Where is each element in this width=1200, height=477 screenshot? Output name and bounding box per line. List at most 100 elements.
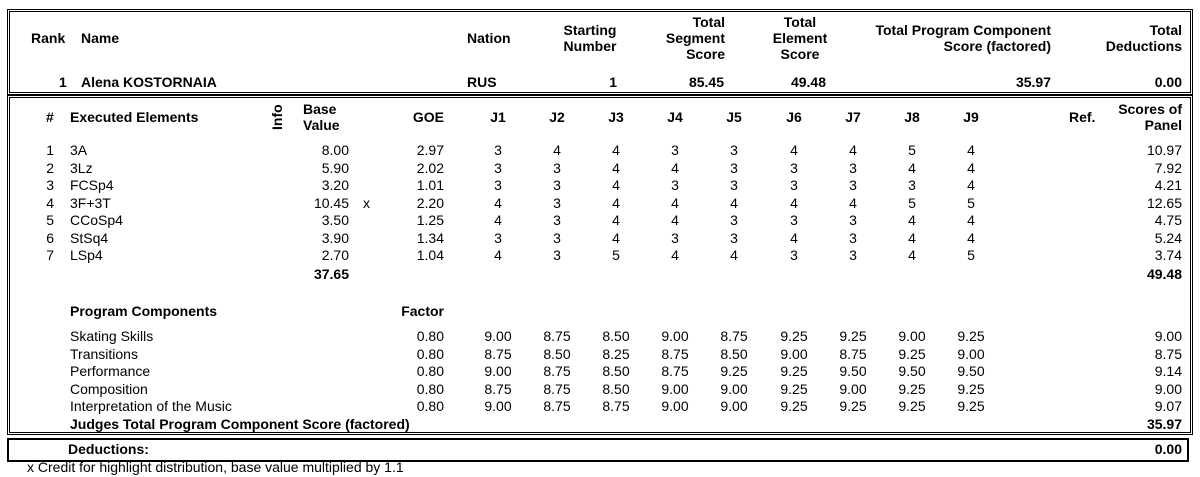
- element-name: CCoSp4: [70, 212, 123, 228]
- element-name: 3Lz: [70, 159, 93, 176]
- component-judge-j6: 9.25: [780, 380, 808, 397]
- goe-header: GOE: [412, 109, 444, 125]
- element-judge-j7: 4: [849, 194, 857, 211]
- component-judge-j2: 8.75: [543, 380, 571, 397]
- element-judge-j4: 3: [671, 229, 679, 246]
- element-judge-j4: 3: [671, 177, 679, 193]
- program-components-header: Program Components: [70, 303, 218, 319]
- component-row: Interpretation of the Music 0.80 9.00 8.75 8…: [0, 398, 1200, 415]
- element-goe: 2.02: [416, 159, 444, 176]
- element-judge-j9: 4: [967, 142, 975, 158]
- component-judge-j2: 8.75: [543, 328, 571, 344]
- element-judge-j3: 5: [612, 247, 620, 263]
- component-judge-j5: 8.50: [720, 345, 748, 362]
- component-row: Transitions 0.80 8.75 8.50 8.25 8.75 8.50 9.00 8…: [0, 346, 1200, 363]
- element-judge-j5: 3: [730, 212, 738, 228]
- element-row: 2 3Lz 5.90 2.02 3 3 4 4 3 3 3 4 4 7.92: [0, 160, 1200, 177]
- element-judge-j9: 4: [967, 159, 975, 176]
- component-name: Skating Skills: [70, 328, 154, 344]
- component-judge-j5: 9.00: [720, 398, 748, 414]
- component-judge-j1: 9.00: [484, 363, 512, 379]
- element-panel-score: 7.92: [1154, 159, 1182, 176]
- element-name: 3A: [70, 142, 88, 158]
- element-judge-j2: 3: [553, 247, 561, 263]
- component-judge-j8: 9.25: [898, 398, 926, 414]
- component-judge-j2: 8.75: [543, 363, 571, 379]
- element-goe: 1.34: [416, 229, 444, 246]
- element-name: 3F+3T: [70, 194, 111, 211]
- total-program-header-line1: Total Program Component: [875, 22, 1051, 38]
- element-panel-score: 4.75: [1154, 212, 1182, 228]
- elements-total-base: 37.65: [313, 266, 349, 282]
- judge-header-j2: J2: [549, 109, 565, 125]
- component-judge-j8: 9.25: [898, 380, 926, 397]
- element-judge-j4: 4: [671, 159, 679, 176]
- total-element-header-line3: Score: [780, 46, 820, 62]
- element-judge-j8: 3: [908, 177, 916, 193]
- element-judge-j6: 3: [790, 212, 798, 228]
- component-factor: 0.80: [416, 363, 444, 379]
- element-judge-j6: 3: [790, 177, 798, 193]
- total-program-header-line2: Score (factored): [943, 38, 1051, 54]
- element-judge-j6: 3: [790, 159, 798, 176]
- deductions-value: 0.00: [1154, 441, 1182, 457]
- element-judge-j7: 3: [849, 159, 857, 176]
- deductions-box: [7, 438, 1189, 462]
- component-factor: 0.80: [416, 328, 444, 344]
- component-panel-score: 9.00: [1154, 380, 1182, 397]
- element-number: 5: [46, 212, 54, 228]
- element-judge-j2: 4: [553, 142, 561, 158]
- component-judge-j1: 9.00: [484, 328, 512, 344]
- component-judge-j5: 9.25: [720, 363, 748, 379]
- info-header: Info: [269, 104, 285, 130]
- element-judge-j8: 5: [908, 142, 916, 158]
- component-judge-j6: 9.00: [780, 345, 808, 362]
- detail-box: [7, 95, 1193, 435]
- element-judge-j7: 3: [849, 212, 857, 228]
- component-judge-j4: 9.00: [661, 398, 689, 414]
- element-judge-j2: 3: [553, 194, 561, 211]
- total-element-header-line1: Total: [783, 14, 817, 30]
- element-judge-j3: 4: [612, 142, 620, 158]
- element-base-value: 5.90: [321, 159, 349, 176]
- skater-name: Alena KOSTORNAIA: [81, 74, 217, 90]
- element-judge-j3: 4: [612, 177, 620, 193]
- total-segment-header-line1: Total: [692, 14, 725, 30]
- component-judge-j6: 9.25: [780, 328, 808, 344]
- component-factor: 0.80: [416, 398, 444, 414]
- judge-header-j8: J8: [904, 109, 920, 125]
- element-judge-j9: 5: [967, 194, 975, 211]
- name-header: Name: [81, 30, 120, 46]
- component-judge-j7: 9.50: [839, 363, 867, 379]
- scores-of-panel-header: Scores of Panel: [1080, 101, 1182, 133]
- component-judge-j6: 9.25: [780, 363, 808, 379]
- footnote: x Credit for highlight distribution, bas…: [27, 459, 404, 475]
- element-number: 2: [46, 159, 54, 176]
- element-judge-j8: 4: [908, 247, 916, 263]
- summary-box: [7, 9, 1193, 95]
- component-name: Composition: [70, 380, 148, 397]
- element-judge-j5: 3: [730, 159, 738, 176]
- element-judge-j3: 4: [612, 212, 620, 228]
- element-judge-j4: 4: [671, 194, 679, 211]
- component-factor: 0.80: [416, 345, 444, 362]
- total-segment-header-line3: Score: [686, 46, 725, 62]
- element-judge-j7: 3: [849, 177, 857, 193]
- element-judge-j1: 3: [494, 159, 502, 176]
- element-judge-j8: 4: [908, 229, 916, 246]
- component-judge-j1: 8.75: [484, 345, 512, 362]
- element-judge-j5: 3: [730, 177, 738, 193]
- component-judge-j5: 9.00: [720, 380, 748, 397]
- element-goe: 1.25: [416, 212, 444, 228]
- component-panel-score: 8.75: [1154, 345, 1182, 362]
- element-judge-j3: 4: [612, 194, 620, 211]
- total-deductions-header-line2: Deductions: [1105, 38, 1182, 54]
- component-judge-j7: 9.25: [839, 328, 867, 344]
- element-panel-score: 10.97: [1146, 142, 1182, 158]
- element-goe: 2.20: [416, 194, 444, 211]
- component-judge-j4: 8.75: [661, 363, 689, 379]
- base-value-header-line2: Value: [303, 117, 340, 133]
- element-base-value: 10.45: [313, 194, 349, 211]
- component-factor: 0.80: [416, 380, 444, 397]
- starting-number-header-line2: Number: [563, 38, 617, 54]
